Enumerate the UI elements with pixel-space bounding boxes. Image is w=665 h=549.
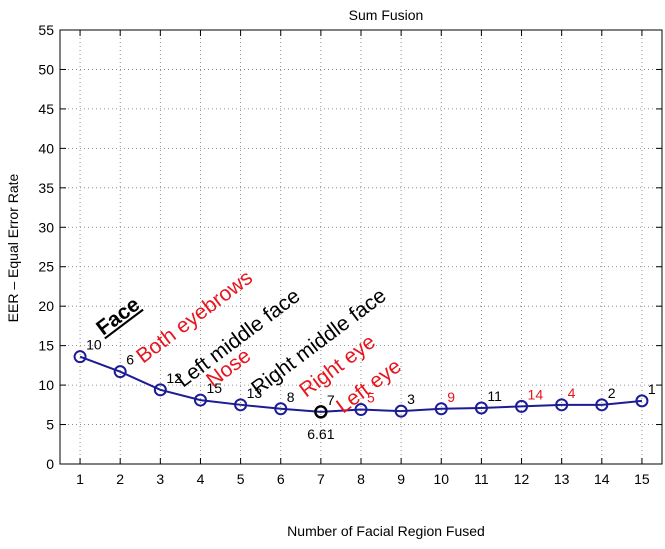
series-line — [79, 355, 643, 413]
x-tick-label: 3 — [156, 471, 164, 487]
x-tick-label: 7 — [317, 471, 325, 487]
y-tick-label: 30 — [38, 219, 54, 235]
data-point — [434, 402, 448, 416]
x-axis-title: Number of Facial Region Fused — [287, 523, 485, 539]
y-tick-label: 25 — [38, 259, 54, 275]
y-tick-label: 0 — [46, 456, 54, 472]
point-label: 3 — [407, 391, 415, 407]
data-point — [234, 398, 248, 412]
data-point — [113, 365, 127, 379]
y-axis-title: EER – Equal Error Rate — [5, 173, 21, 322]
tick-marks — [60, 29, 662, 465]
x-tick-label: 9 — [397, 471, 405, 487]
min-point-marker — [314, 405, 328, 419]
data-point — [515, 399, 529, 413]
data-point — [274, 402, 288, 416]
y-tick-label: 35 — [38, 180, 54, 196]
x-tick-label: 12 — [514, 471, 530, 487]
x-tick-label: 13 — [554, 471, 570, 487]
x-tick-label: 6 — [277, 471, 285, 487]
y-tick-label: 15 — [38, 338, 54, 354]
x-tick-label: 15 — [634, 471, 650, 487]
y-tick-label: 40 — [38, 140, 54, 156]
min-value-label: 6.61 — [307, 426, 334, 442]
data-point — [354, 403, 368, 417]
x-tick-label: 5 — [237, 471, 245, 487]
data-point — [635, 394, 649, 408]
chart-title: Sum Fusion — [349, 7, 424, 23]
point-label: 1 — [648, 381, 656, 397]
x-tick-label: 14 — [594, 471, 610, 487]
point-label: 5 — [367, 390, 375, 406]
x-tick-label: 1 — [76, 471, 84, 487]
x-tick-label: 11 — [474, 471, 489, 487]
data-point — [73, 350, 87, 364]
point-label: 11 — [487, 388, 502, 404]
y-tick-label: 50 — [38, 61, 54, 77]
y-tick-label: 10 — [38, 377, 54, 393]
point-label: 14 — [528, 386, 544, 402]
x-tick-label: 2 — [116, 471, 124, 487]
point-label: 6 — [126, 352, 134, 368]
x-tick-label: 8 — [357, 471, 365, 487]
point-label: 15 — [206, 380, 222, 396]
point-label: 8 — [287, 389, 295, 405]
point-label: 7 — [327, 392, 335, 408]
point-label: 12 — [166, 370, 182, 386]
data-point — [193, 393, 207, 407]
data-point — [394, 404, 408, 418]
y-tick-label: 55 — [38, 22, 54, 38]
point-label: 13 — [247, 385, 263, 401]
y-tick-label: 20 — [38, 298, 54, 314]
point-labels: 10 6 12 15 13 8 7 5 3 9 11 14 4 2 1 6.61 — [86, 337, 656, 442]
x-tick-label: 10 — [433, 471, 449, 487]
y-tick-label: 5 — [46, 417, 54, 433]
data-point — [474, 401, 488, 415]
x-tick-label: 4 — [197, 471, 205, 487]
data-markers — [73, 350, 649, 419]
data-point — [153, 383, 167, 397]
data-point — [595, 398, 609, 412]
x-tick-labels: 1 2 3 4 5 6 7 8 9 10 11 12 13 14 15 — [76, 471, 650, 487]
data-point — [555, 398, 569, 412]
y-tick-label: 45 — [38, 101, 54, 117]
point-label: 9 — [447, 389, 455, 405]
y-tick-labels: 0 5 10 15 20 25 30 35 40 45 50 55 — [38, 22, 54, 472]
point-label: 4 — [568, 385, 576, 401]
point-label: 2 — [608, 385, 616, 401]
point-label: 10 — [86, 337, 102, 353]
